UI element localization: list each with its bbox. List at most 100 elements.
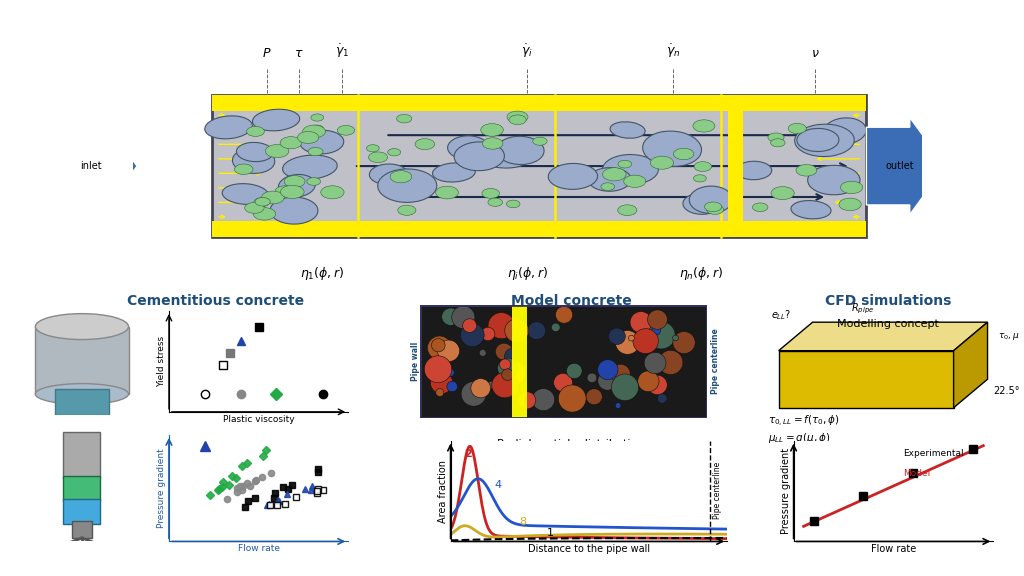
Polygon shape — [778, 351, 953, 408]
Ellipse shape — [610, 122, 645, 138]
Ellipse shape — [808, 165, 860, 195]
Ellipse shape — [481, 124, 504, 137]
Ellipse shape — [281, 185, 304, 199]
Text: $\nu$: $\nu$ — [811, 47, 819, 60]
Circle shape — [566, 363, 582, 378]
Circle shape — [647, 310, 668, 329]
Ellipse shape — [771, 187, 795, 200]
Circle shape — [479, 350, 486, 357]
Circle shape — [673, 335, 679, 341]
Circle shape — [615, 331, 640, 354]
Ellipse shape — [602, 168, 626, 181]
Text: $\eta_i(\phi,r)$: $\eta_i(\phi,r)$ — [507, 266, 548, 282]
Text: $\tau$: $\tau$ — [294, 47, 303, 60]
Ellipse shape — [255, 198, 270, 206]
Text: inlet: inlet — [81, 161, 102, 171]
Ellipse shape — [432, 163, 475, 182]
Circle shape — [496, 343, 513, 360]
FancyBboxPatch shape — [6, 282, 388, 573]
Text: Pipe wall: Pipe wall — [411, 342, 420, 381]
Ellipse shape — [388, 149, 400, 156]
Circle shape — [497, 371, 513, 387]
Circle shape — [441, 308, 460, 325]
Ellipse shape — [261, 191, 285, 204]
Ellipse shape — [279, 175, 315, 197]
Text: $\dot{\gamma}_1$: $\dot{\gamma}_1$ — [335, 43, 349, 60]
X-axis label: Flow rate: Flow rate — [870, 544, 916, 554]
Bar — [212, 96, 866, 111]
Bar — [63, 432, 100, 478]
Y-axis label: Pressure gradient: Pressure gradient — [157, 448, 166, 528]
Ellipse shape — [283, 155, 337, 179]
Ellipse shape — [507, 200, 520, 208]
Ellipse shape — [321, 186, 344, 199]
Circle shape — [446, 369, 455, 377]
Ellipse shape — [474, 142, 531, 168]
Ellipse shape — [705, 202, 722, 211]
Text: Experimental: Experimental — [903, 449, 964, 458]
Ellipse shape — [311, 114, 324, 121]
Circle shape — [608, 328, 626, 344]
Bar — [728, 96, 866, 111]
Circle shape — [611, 374, 639, 400]
Bar — [55, 389, 109, 415]
Y-axis label: Area fraction: Area fraction — [438, 460, 447, 522]
Ellipse shape — [707, 205, 724, 214]
Bar — [212, 221, 866, 237]
Circle shape — [437, 340, 460, 362]
Bar — [63, 476, 100, 501]
Circle shape — [505, 319, 528, 342]
Circle shape — [551, 323, 560, 332]
Text: Pumping behavior: Pumping behavior — [203, 436, 304, 446]
Polygon shape — [58, 118, 137, 215]
Circle shape — [680, 337, 689, 346]
Text: Rheological properties: Rheological properties — [190, 319, 315, 329]
Ellipse shape — [788, 123, 806, 134]
Bar — [512, 305, 527, 418]
Ellipse shape — [507, 111, 528, 123]
Circle shape — [452, 306, 475, 328]
Circle shape — [431, 339, 445, 352]
Circle shape — [647, 321, 675, 349]
Circle shape — [587, 373, 597, 382]
Circle shape — [598, 372, 616, 390]
Circle shape — [558, 385, 586, 412]
Ellipse shape — [548, 164, 598, 190]
Ellipse shape — [588, 168, 631, 191]
Text: 2: 2 — [465, 449, 472, 459]
Ellipse shape — [222, 184, 268, 204]
Ellipse shape — [367, 145, 379, 152]
Ellipse shape — [643, 131, 701, 166]
Bar — [63, 499, 100, 524]
Circle shape — [586, 389, 602, 405]
Text: Cross-section of pumped concrete: Cross-section of pumped concrete — [476, 319, 666, 329]
Ellipse shape — [297, 131, 318, 143]
Text: $R_{pipe}$: $R_{pipe}$ — [851, 302, 873, 316]
Ellipse shape — [487, 198, 503, 206]
Text: $e_{LL}$?: $e_{LL}$? — [771, 308, 792, 322]
Circle shape — [555, 306, 572, 323]
Ellipse shape — [509, 115, 526, 124]
Circle shape — [488, 313, 515, 339]
Text: Pipe centerline: Pipe centerline — [711, 328, 720, 395]
Ellipse shape — [791, 200, 831, 219]
Bar — [728, 111, 742, 221]
Text: Model concrete: Model concrete — [511, 294, 631, 308]
Ellipse shape — [771, 139, 785, 147]
Text: Model: Model — [903, 469, 931, 478]
Ellipse shape — [234, 164, 253, 175]
Ellipse shape — [435, 186, 459, 199]
Ellipse shape — [245, 202, 264, 213]
Text: $\eta_1(\phi,r)$: $\eta_1(\phi,r)$ — [300, 266, 344, 282]
Ellipse shape — [253, 208, 275, 220]
Circle shape — [502, 369, 514, 381]
Circle shape — [629, 335, 634, 341]
Ellipse shape — [237, 142, 273, 162]
Circle shape — [500, 359, 511, 370]
Ellipse shape — [370, 164, 408, 185]
Ellipse shape — [482, 188, 500, 198]
Circle shape — [658, 350, 683, 374]
Text: $\eta_n(\phi,r)$: $\eta_n(\phi,r)$ — [679, 266, 723, 282]
Circle shape — [611, 364, 630, 383]
Ellipse shape — [823, 118, 866, 144]
